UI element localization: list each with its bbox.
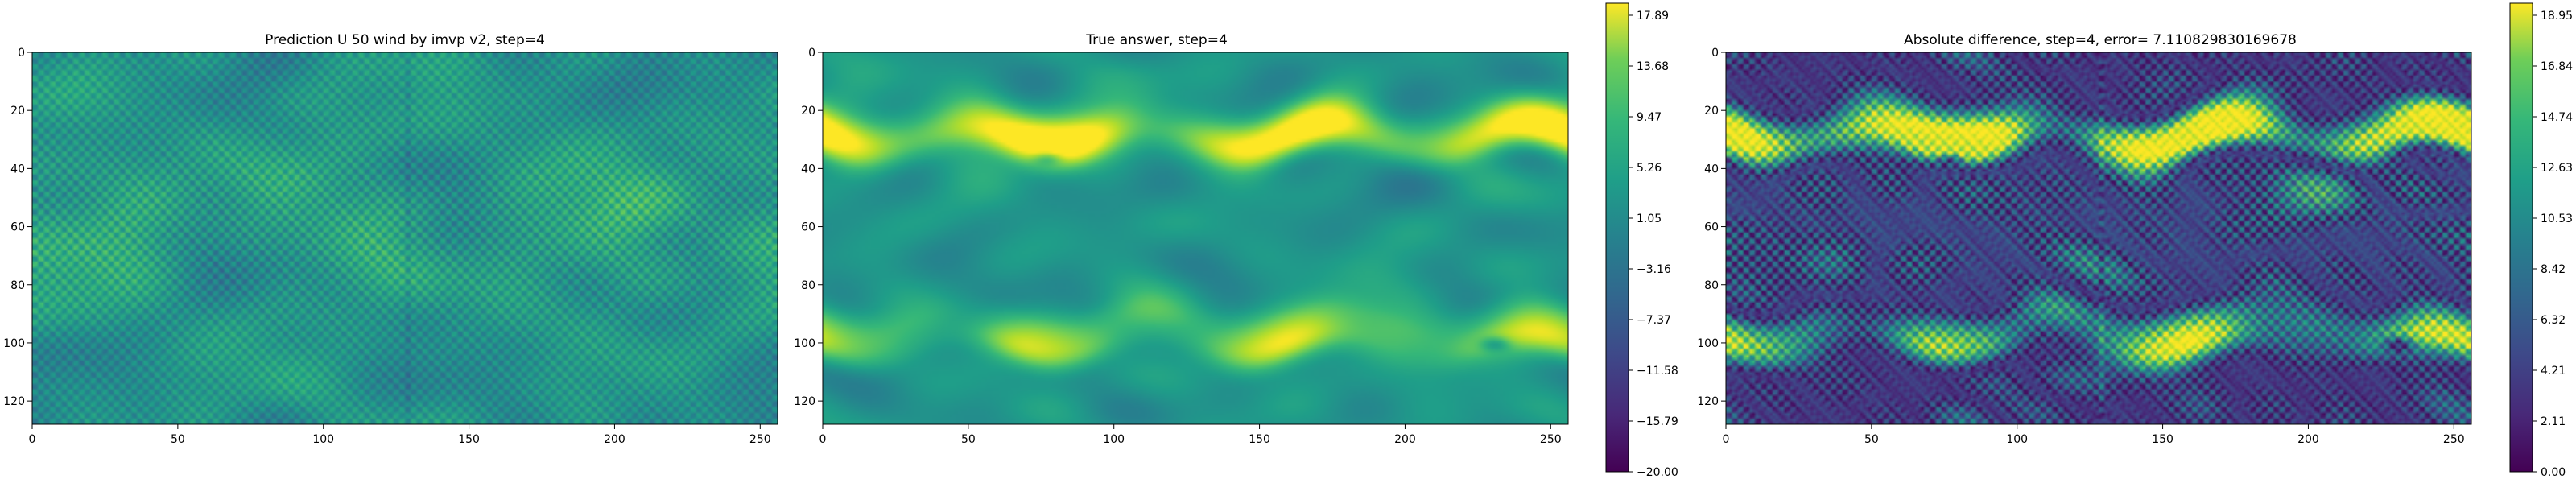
true-answer-axes: 0 50 100 150 200 250 0 20 40 60 80 100 120 bbox=[794, 47, 1561, 446]
colorbar-tick-label: 1.05 bbox=[1637, 213, 1662, 225]
y-tick-label: 20 bbox=[1704, 105, 1719, 118]
y-tick-label: 120 bbox=[3, 395, 25, 408]
colorbar-tick-label: 16.84 bbox=[2541, 60, 2573, 73]
x-tick-label: 150 bbox=[2152, 433, 2174, 446]
x-tick-label: 150 bbox=[1249, 433, 1270, 446]
x-tick-label: 150 bbox=[458, 433, 480, 446]
true-answer-colorbar-ramp bbox=[1605, 2, 1629, 473]
difference-heatmap bbox=[1726, 52, 2471, 424]
colorbar-tick-label: 17.89 bbox=[1637, 10, 1669, 23]
y-tick-label: 60 bbox=[1704, 221, 1719, 234]
x-tick-label: 250 bbox=[2443, 433, 2465, 446]
colorbar-tick-label: 6.32 bbox=[2541, 314, 2566, 327]
difference-colorbar: 18.95 16.84 14.74 12.63 10.53 8.42 6.32 4.21 2.1… bbox=[2509, 2, 2573, 479]
y-tick-label: 60 bbox=[10, 221, 25, 234]
colorbar-tick-label: −11.58 bbox=[1637, 365, 1678, 378]
x-tick-label: 100 bbox=[1103, 433, 1125, 446]
x-tick-label: 250 bbox=[1540, 433, 1562, 446]
x-tick-label: 50 bbox=[171, 433, 185, 446]
y-tick-label: 100 bbox=[794, 337, 815, 350]
colorbar-tick-label: 12.63 bbox=[2541, 162, 2573, 175]
x-tick-label: 0 bbox=[819, 433, 827, 446]
true-answer-colorbar-ticks: 17.89 13.68 9.47 5.26 1.05 −3.16 −7.37 −11.58 −1… bbox=[1629, 10, 1678, 479]
x-tick-label: 200 bbox=[604, 433, 625, 446]
x-tick-label: 0 bbox=[29, 433, 36, 446]
y-tick-label: 100 bbox=[3, 337, 25, 350]
true-answer-title: True answer, step=4 bbox=[1085, 32, 1228, 48]
colorbar-tick-label: 8.42 bbox=[2541, 263, 2566, 276]
colorbar-tick-label: 0.00 bbox=[2541, 466, 2566, 479]
difference-frame bbox=[1725, 52, 2472, 425]
true-answer-colorbar: 17.89 13.68 9.47 5.26 1.05 −3.16 −7.37 −11.58 −1… bbox=[1605, 2, 1678, 479]
y-tick-label: 120 bbox=[794, 395, 815, 408]
x-tick-label: 50 bbox=[1864, 433, 1879, 446]
x-tick-label: 50 bbox=[961, 433, 976, 446]
colorbar-tick-label: 14.74 bbox=[2541, 111, 2573, 124]
y-tick-label: 40 bbox=[801, 163, 815, 175]
prediction-panel: Prediction U 50 wind by imvp v2, step=4 … bbox=[3, 32, 778, 446]
colorbar-tick-label: −15.79 bbox=[1637, 415, 1678, 428]
y-tick-label: 120 bbox=[1697, 395, 1719, 408]
true-answer-panel: True answer, step=4 0 50 100 150 200 250 0 20 40… bbox=[794, 32, 1569, 446]
y-tick-label: 60 bbox=[801, 221, 815, 234]
y-tick-label: 80 bbox=[1704, 279, 1719, 292]
x-tick-label: 250 bbox=[749, 433, 771, 446]
difference-axes: 0 50 100 150 200 250 0 20 40 60 80 100 120 bbox=[1697, 47, 2464, 446]
prediction-frame bbox=[31, 52, 778, 425]
y-tick-label: 80 bbox=[10, 279, 25, 292]
y-tick-label: 20 bbox=[10, 105, 25, 118]
colorbar-tick-label: −20.00 bbox=[1637, 466, 1678, 479]
y-tick-label: 40 bbox=[10, 163, 25, 175]
difference-panel: Absolute difference, step=4, error= 7.11… bbox=[1697, 32, 2472, 446]
x-tick-label: 100 bbox=[312, 433, 334, 446]
prediction-axes: 0 50 100 150 200 250 0 20 40 60 80 100 120 bbox=[3, 47, 770, 446]
colorbar-tick-label: 13.68 bbox=[1637, 60, 1669, 73]
true-answer-heatmap bbox=[823, 52, 1568, 424]
colorbar-tick-label: 2.11 bbox=[2541, 415, 2566, 428]
colorbar-tick-label: 5.26 bbox=[1637, 162, 1662, 175]
colorbar-tick-label: 4.21 bbox=[2541, 365, 2566, 378]
y-tick-label: 40 bbox=[1704, 163, 1719, 175]
difference-colorbar-ticks: 18.95 16.84 14.74 12.63 10.53 8.42 6.32 4.21 2.1… bbox=[2533, 10, 2573, 479]
y-tick-label: 20 bbox=[801, 105, 815, 118]
colorbar-tick-label: 10.53 bbox=[2541, 213, 2573, 225]
colorbar-tick-label: 18.95 bbox=[2541, 10, 2573, 23]
difference-colorbar-ramp bbox=[2509, 2, 2533, 473]
prediction-heatmap bbox=[32, 52, 778, 424]
y-tick-label: 0 bbox=[18, 47, 25, 60]
colorbar-tick-label: −3.16 bbox=[1637, 263, 1671, 276]
x-tick-label: 0 bbox=[1723, 433, 1730, 446]
colorbar-tick-label: 9.47 bbox=[1637, 111, 1662, 124]
x-tick-label: 200 bbox=[2297, 433, 2319, 446]
y-tick-label: 100 bbox=[1697, 337, 1719, 350]
y-tick-label: 0 bbox=[808, 47, 815, 60]
x-tick-label: 100 bbox=[2006, 433, 2028, 446]
x-tick-label: 200 bbox=[1394, 433, 1416, 446]
colorbar-tick-label: −7.37 bbox=[1637, 314, 1671, 327]
y-tick-label: 80 bbox=[801, 279, 815, 292]
difference-title: Absolute difference, step=4, error= 7.11… bbox=[1904, 32, 2297, 48]
true-answer-frame bbox=[822, 52, 1569, 425]
y-tick-label: 0 bbox=[1711, 47, 1719, 60]
prediction-title: Prediction U 50 wind by imvp v2, step=4 bbox=[265, 32, 545, 48]
